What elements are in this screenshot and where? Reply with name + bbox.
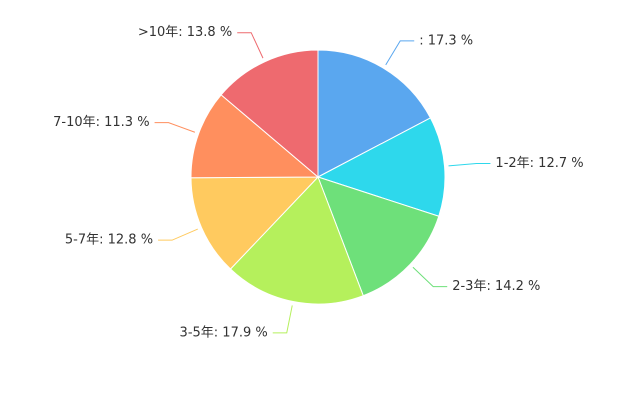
leader-line <box>158 228 198 241</box>
slice-label: >10年: 13.8 % <box>138 25 232 40</box>
pie-slice <box>317 176 440 297</box>
leader-line <box>272 305 293 334</box>
pie-slice <box>220 49 319 179</box>
pie-slice <box>317 49 432 178</box>
slice-label: : 17.3 % <box>419 33 473 48</box>
slice-label: 1-2年: 12.7 % <box>495 156 583 171</box>
slice-label: 5-7年: 12.8 % <box>65 233 153 248</box>
slice-label: 7-10年: 11.3 % <box>53 115 149 130</box>
pie-slice <box>316 117 446 217</box>
leader-line <box>412 266 448 288</box>
leader-line <box>154 122 196 133</box>
leader-line <box>385 40 415 66</box>
leader-line <box>237 32 264 59</box>
leader-line <box>448 163 491 167</box>
pie-slice <box>190 94 320 179</box>
slice-label: 2-3年: 14.2 % <box>452 279 540 294</box>
pie-slice <box>190 176 320 270</box>
pie-slice <box>229 176 364 305</box>
slice-label: 3-5年: 17.9 % <box>180 325 268 340</box>
